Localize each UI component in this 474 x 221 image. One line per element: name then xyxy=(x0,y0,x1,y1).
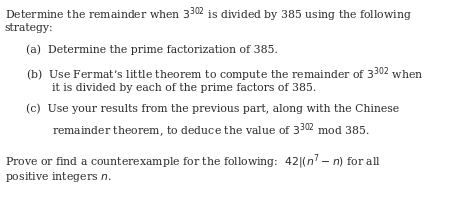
Text: it is divided by each of the prime factors of 385.: it is divided by each of the prime facto… xyxy=(52,83,316,93)
Text: positive integers $n$.: positive integers $n$. xyxy=(5,170,111,184)
Text: Determine the remainder when $3^{302}$ is divided by 385 using the following: Determine the remainder when $3^{302}$ i… xyxy=(5,6,411,24)
Text: (a)  Determine the prime factorization of 385.: (a) Determine the prime factorization of… xyxy=(26,44,278,55)
Text: remainder theorem, to deduce the value of $3^{302}$ mod 385.: remainder theorem, to deduce the value o… xyxy=(52,122,370,140)
Text: (c)  Use your results from the previous part, along with the Chinese: (c) Use your results from the previous p… xyxy=(26,104,399,114)
Text: Prove or find a counterexample for the following:  $42|(n^7 - n)$ for all: Prove or find a counterexample for the f… xyxy=(5,152,381,171)
Text: strategy:: strategy: xyxy=(5,23,54,33)
Text: (b)  Use Fermat’s little theorem to compute the remainder of $3^{302}$ when: (b) Use Fermat’s little theorem to compu… xyxy=(26,65,423,84)
